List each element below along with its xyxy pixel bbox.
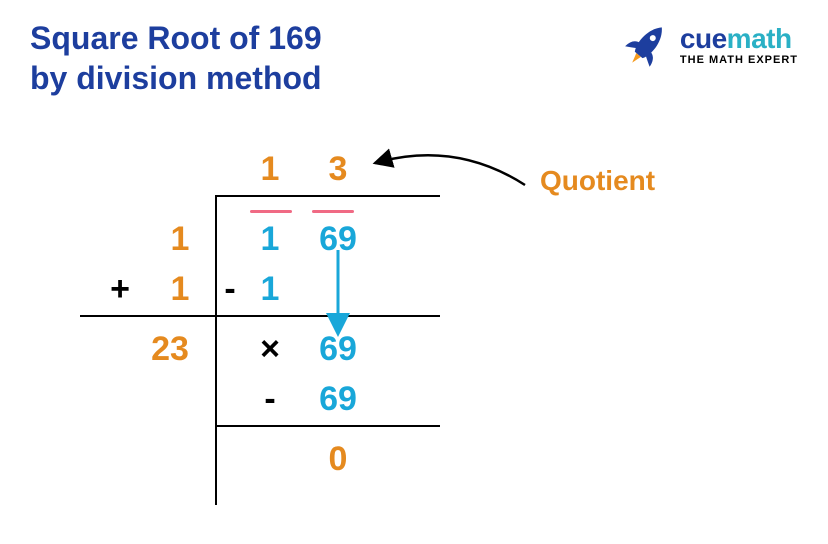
horizontal-rule-2 (215, 425, 440, 427)
quotient-digit-2: 3 (308, 150, 368, 189)
quotient-label: Quotient (540, 165, 655, 197)
brand-logo: cuemath THE MATH EXPERT (622, 20, 798, 70)
quotient-digit-1: 1 (240, 150, 300, 189)
remainder: 0 (308, 440, 368, 479)
subtract-value-1: 1 (240, 270, 300, 309)
logo-brand: cuemath (680, 25, 798, 53)
title-line-1: Square Root of 169 (30, 18, 322, 58)
bring-down-arrow-icon (328, 250, 348, 370)
divisor-step1-add: 1 (150, 270, 210, 309)
dividend-pair-1: 1 (240, 220, 300, 259)
division-bracket-side (215, 195, 217, 505)
minus-sign-2: - (240, 380, 300, 419)
subtract-value-2: 69 (308, 380, 368, 419)
title-line-2: by division method (30, 58, 322, 98)
pair-bar-2 (312, 210, 354, 213)
divisor-step2: 23 (140, 330, 200, 369)
horizontal-rule-1 (80, 315, 440, 317)
cross-mark: × (240, 330, 300, 369)
divisor-step1: 1 (150, 220, 210, 259)
pair-bar-1 (250, 210, 292, 213)
plus-sign: + (90, 270, 150, 309)
page-title: Square Root of 169 by division method (30, 18, 322, 98)
logo-tagline: THE MATH EXPERT (680, 55, 798, 66)
logo-math: math (727, 23, 792, 54)
quotient-annotation-arrow-icon (365, 145, 565, 205)
rocket-icon (622, 20, 672, 70)
logo-text: cuemath THE MATH EXPERT (680, 25, 798, 66)
logo-cue: cue (680, 23, 727, 54)
